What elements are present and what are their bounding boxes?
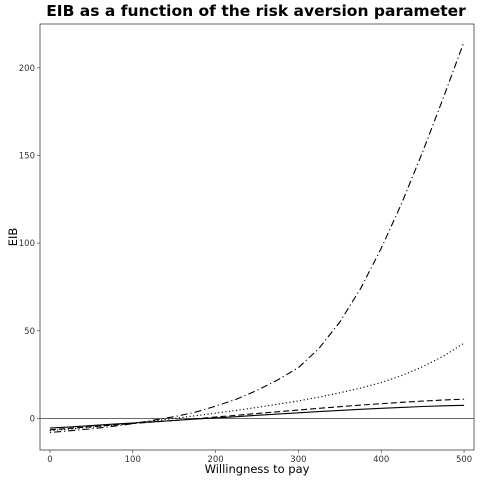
x-tick-label: 0 (47, 455, 52, 465)
y-tick-label: 200 (19, 64, 35, 74)
series-line-dotdash (49, 41, 465, 434)
y-tick-label: 150 (19, 151, 35, 161)
x-tick-label: 400 (373, 455, 389, 465)
x-tick-label: 500 (456, 455, 472, 465)
chart-title: EIB as a function of the risk aversion p… (46, 2, 466, 20)
series-line-dotted (49, 342, 465, 432)
y-axis-label: EIB (6, 228, 20, 247)
y-tick-label: 0 (30, 414, 35, 424)
x-tick-label: 100 (125, 455, 141, 465)
x-tick-label: 300 (290, 455, 306, 465)
y-tick-label: 100 (19, 239, 35, 249)
series-line-dashed (49, 398, 465, 431)
x-axis-label: Willingness to pay (205, 462, 310, 476)
plot-frame (39, 23, 475, 451)
x-tick-label: 200 (207, 455, 223, 465)
series-line-solid (49, 404, 465, 429)
y-tick-label: 50 (24, 327, 35, 337)
